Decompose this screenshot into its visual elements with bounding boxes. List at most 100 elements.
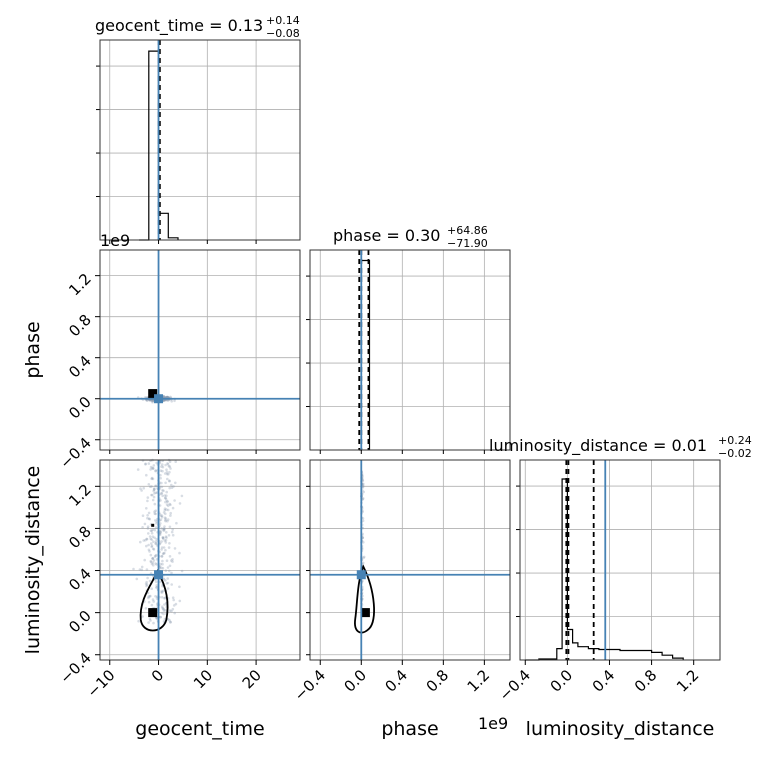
sample-point-geocent_time-luminosity_distance-68 xyxy=(149,560,153,564)
sample-point-geocent_time-luminosity_distance-401 xyxy=(152,488,156,491)
sample-point-geocent_time-luminosity_distance-301 xyxy=(138,568,142,571)
sample-point-geocent_time-luminosity_distance-359 xyxy=(154,526,158,529)
sample-point-geocent_time-luminosity_distance-102 xyxy=(147,600,151,604)
density-mark-geocent_time-phase-0 xyxy=(148,389,158,399)
title-phase-plus: +64.86 xyxy=(447,224,488,237)
sample-point-geocent_time-luminosity_distance-247 xyxy=(151,467,154,471)
sample-point-geocent_time-luminosity_distance-278 xyxy=(149,529,153,532)
sample-point-geocent_time-luminosity_distance-285 xyxy=(148,579,152,583)
sample-point-geocent_time-luminosity_distance-66 xyxy=(166,504,170,508)
sample-point-geocent_time-luminosity_distance-23 xyxy=(141,615,144,618)
sample-point-geocent_time-luminosity_distance-143 xyxy=(154,509,157,512)
sample-point-geocent_time-luminosity_distance-335 xyxy=(172,604,176,607)
sample-point-geocent_time-luminosity_distance-411 xyxy=(162,511,166,514)
sample-point-geocent_time-luminosity_distance-346 xyxy=(162,552,165,555)
sample-point-geocent_time-luminosity_distance-325 xyxy=(149,465,153,469)
sample-point-geocent_time-luminosity_distance-239 xyxy=(150,477,153,481)
sample-point-geocent_time-luminosity_distance-157 xyxy=(173,611,176,615)
sample-point-geocent_time-luminosity_distance-293 xyxy=(146,496,150,499)
density-mark-geocent_time-luminosity_distance-1 xyxy=(151,523,155,527)
sample-point-geocent_time-luminosity_distance-35 xyxy=(152,495,156,499)
axes-frame-2-0 xyxy=(99,459,301,661)
sample-point-geocent_time-luminosity_distance-177 xyxy=(168,569,171,573)
sample-point-geocent_time-luminosity_distance-373 xyxy=(154,542,158,545)
sample-point-geocent_time-luminosity_distance-405 xyxy=(168,502,171,506)
sample-point-geocent_time-luminosity_distance-310 xyxy=(151,557,154,560)
sample-point-geocent_time-phase-319 xyxy=(149,399,152,402)
sample-point-geocent_time-luminosity_distance-417 xyxy=(164,500,167,504)
sample-point-geocent_time-phase-262 xyxy=(151,400,154,404)
sample-point-geocent_time-luminosity_distance-250 xyxy=(166,477,169,481)
sample-point-geocent_time-luminosity_distance-127 xyxy=(150,529,154,533)
tick-label-x-geocent_time-2: 10 xyxy=(190,666,216,692)
sample-point-geocent_time-luminosity_distance-100 xyxy=(161,591,164,594)
sample-point-geocent_time-luminosity_distance-398 xyxy=(166,463,170,466)
sample-point-geocent_time-luminosity_distance-356 xyxy=(162,589,165,592)
sample-point-geocent_time-luminosity_distance-326 xyxy=(164,512,167,516)
density-mark-phase-luminosity_distance-0 xyxy=(360,608,370,618)
sample-point-geocent_time-luminosity_distance-290 xyxy=(168,479,171,483)
sample-point-geocent_time-luminosity_distance-34 xyxy=(150,544,154,547)
contour-geocent_time-luminosity_distance xyxy=(139,569,169,632)
sample-point-geocent_time-phase-261 xyxy=(162,395,166,398)
sample-point-phase-luminosity_distance-116 xyxy=(362,482,365,486)
sample-point-geocent_time-luminosity_distance-24 xyxy=(155,521,158,525)
sample-point-geocent_time-luminosity_distance-395 xyxy=(147,621,150,624)
sample-point-geocent_time-luminosity_distance-155 xyxy=(168,465,172,468)
sample-point-geocent_time-luminosity_distance-176 xyxy=(150,476,154,480)
sample-point-geocent_time-phase-221 xyxy=(166,399,170,402)
title-luminosity-distance-plus: +0.24 xyxy=(718,434,752,447)
sample-point-geocent_time-luminosity_distance-406 xyxy=(161,562,164,566)
sample-point-geocent_time-luminosity_distance-95 xyxy=(151,477,155,481)
sample-point-geocent_time-luminosity_distance-387 xyxy=(169,620,172,624)
sample-point-geocent_time-luminosity_distance-54 xyxy=(152,547,155,551)
sample-point-phase-luminosity_distance-68 xyxy=(361,561,365,565)
sample-point-geocent_time-luminosity_distance-83 xyxy=(163,509,167,512)
sample-point-geocent_time-luminosity_distance-288 xyxy=(143,558,146,562)
sample-point-geocent_time-luminosity_distance-410 xyxy=(153,536,156,540)
tick-label-y-phase-0: −0.4 xyxy=(56,434,94,472)
sample-point-geocent_time-luminosity_distance-164 xyxy=(169,503,172,507)
sample-point-geocent_time-luminosity_distance-271 xyxy=(145,580,148,584)
sample-point-geocent_time-luminosity_distance-163 xyxy=(142,486,145,490)
title-luminosity-distance: luminosity_distance = 0.01 xyxy=(489,436,707,456)
sample-point-geocent_time-luminosity_distance-19 xyxy=(150,603,154,607)
sample-point-geocent_time-luminosity_distance-348 xyxy=(159,514,163,518)
sample-point-geocent_time-luminosity_distance-159 xyxy=(150,587,153,590)
tick-label-x-phase-1: 0.0 xyxy=(341,666,371,696)
sample-point-geocent_time-luminosity_distance-231 xyxy=(145,473,148,477)
tick-label-y-phase-1: 0.0 xyxy=(65,393,95,423)
sample-point-geocent_time-luminosity_distance-384 xyxy=(135,577,139,581)
sample-point-geocent_time-luminosity_distance-228 xyxy=(139,540,142,544)
axes-frame-1-1 xyxy=(309,249,511,451)
sample-point-geocent_time-luminosity_distance-200 xyxy=(149,594,152,598)
sample-point-geocent_time-luminosity_distance-236 xyxy=(145,537,148,541)
sample-point-geocent_time-luminosity_distance-368 xyxy=(165,494,168,498)
sample-point-geocent_time-luminosity_distance-16 xyxy=(165,503,169,506)
sample-point-geocent_time-luminosity_distance-273 xyxy=(169,511,172,515)
sample-point-geocent_time-luminosity_distance-85 xyxy=(159,476,162,480)
sample-point-geocent_time-luminosity_distance-203 xyxy=(162,489,165,493)
sample-point-geocent_time-luminosity_distance-220 xyxy=(154,484,157,488)
sample-point-geocent_time-luminosity_distance-328 xyxy=(161,559,164,563)
title-geocent-time-plus: +0.14 xyxy=(266,14,300,27)
sample-point-geocent_time-luminosity_distance-20 xyxy=(150,531,154,535)
sample-point-geocent_time-luminosity_distance-53 xyxy=(152,489,155,493)
sample-point-geocent_time-luminosity_distance-137 xyxy=(147,517,151,520)
title-geocent-time-minus: −0.08 xyxy=(266,27,300,40)
sample-point-geocent_time-luminosity_distance-67 xyxy=(145,584,148,588)
tick-label-x-geocent_time-1: 0 xyxy=(148,666,167,685)
sample-point-geocent_time-luminosity_distance-323 xyxy=(168,609,172,612)
sample-point-geocent_time-luminosity_distance-280 xyxy=(155,616,158,620)
sample-point-geocent_time-luminosity_distance-372 xyxy=(153,510,156,513)
sample-point-geocent_time-luminosity_distance-371 xyxy=(159,518,163,521)
sample-point-geocent_time-luminosity_distance-365 xyxy=(168,486,171,490)
sample-point-geocent_time-luminosity_distance-367 xyxy=(160,540,163,543)
sample-point-geocent_time-luminosity_distance-171 xyxy=(168,479,171,483)
sample-point-geocent_time-luminosity_distance-12 xyxy=(159,529,162,533)
title-luminosity-distance-minus: −0.02 xyxy=(718,447,752,460)
sample-point-geocent_time-luminosity_distance-295 xyxy=(159,541,162,545)
sample-point-geocent_time-phase-184 xyxy=(151,399,154,403)
sample-point-geocent_time-luminosity_distance-61 xyxy=(161,494,164,498)
frames-layer xyxy=(95,39,721,665)
